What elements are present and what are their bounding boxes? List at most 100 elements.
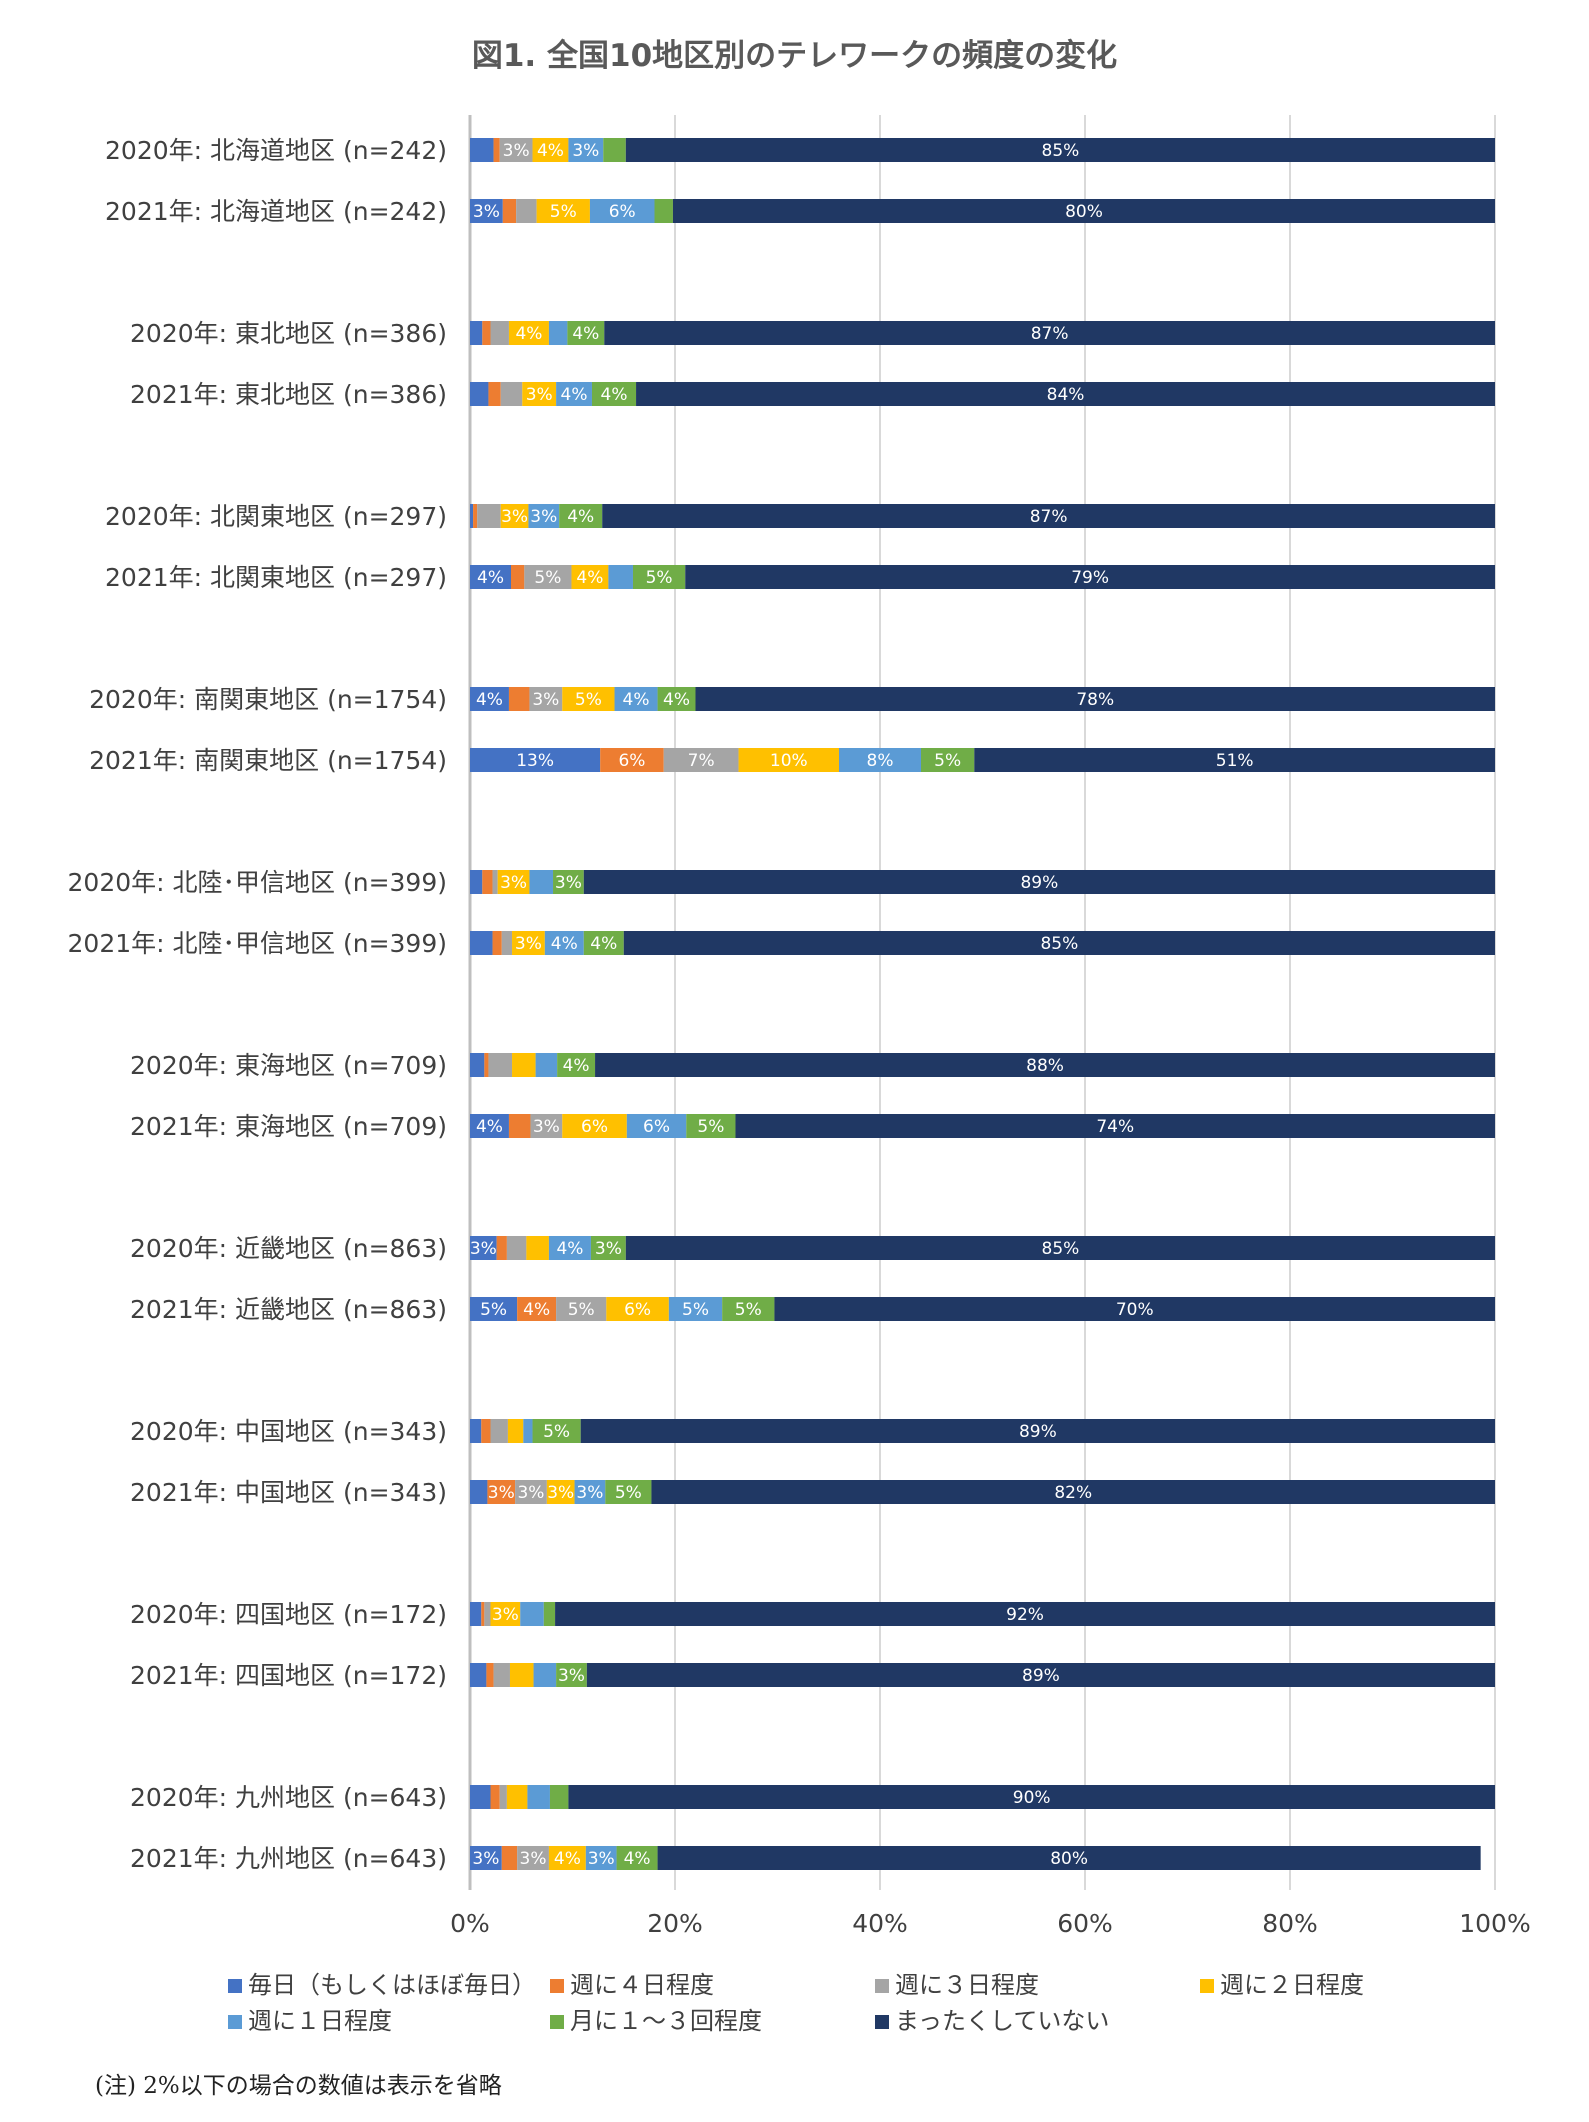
bar-segment [517,1297,557,1321]
data-label: 6% [643,1117,670,1137]
data-label: 87% [1030,507,1068,527]
bar-segment [500,382,523,406]
bar-segment [548,321,568,345]
bar-segment [580,1419,1495,1443]
bar-segment [651,1480,1495,1504]
bar-segment [482,321,491,345]
x-tick-label: 80% [1262,1909,1318,1938]
x-tick-label: 100% [1459,1909,1530,1938]
bar-segment [490,1602,521,1626]
bar-segment [470,1053,485,1077]
bar-segment [602,504,1495,528]
bar-segment [555,1602,1495,1626]
data-label: 85% [1042,141,1080,161]
legend-label: 月に１～３回程度 [570,2007,762,2035]
bar-segment [562,1114,627,1138]
data-label: 4% [567,507,594,527]
data-label: 5% [735,1300,762,1320]
bar-segment [595,1053,1495,1077]
bar-segment [626,1114,687,1138]
data-label: 3% [588,1849,615,1869]
bar-segment [487,1480,516,1504]
data-label: 6% [618,751,645,771]
bar-segment [663,748,739,772]
legend-label: まったくしていない [895,2007,1109,2035]
bar-segment [567,321,605,345]
bar-segment [544,931,584,955]
bar-segment [548,1846,586,1870]
bar-segment [515,1480,547,1504]
data-label: 6% [581,1117,608,1137]
category-label: 2021年: 東海地区 (n=709) [130,1112,447,1141]
data-label: 6% [609,202,636,222]
category-label: 2021年: 近畿地区 (n=863) [130,1295,447,1324]
data-label: 3% [595,1239,622,1259]
bar-segment [470,931,493,955]
data-label: 4% [523,1300,550,1320]
data-label: 5% [934,751,961,771]
bar-segment [623,931,1495,955]
category-label: 2021年: 東北地区 (n=386) [130,380,447,409]
legend-swatch [228,1979,242,1993]
data-label: 13% [516,751,554,771]
legend-swatch [550,2015,564,2029]
bar-segment [600,748,664,772]
bar-segment [488,382,501,406]
bar-segment [506,1785,528,1809]
data-label: 5% [534,568,561,588]
data-label: 3% [526,385,553,405]
bar-segment [606,1297,669,1321]
bar-segment [470,1114,509,1138]
bar-segment [536,199,590,223]
bar-segment [477,504,501,528]
legend-label: 週に１日程度 [248,2007,392,2035]
data-label: 82% [1054,1483,1092,1503]
bar-segment [470,1602,482,1626]
bar-segment [473,504,478,528]
bar-segment [604,321,1495,345]
bar-segment [508,1114,531,1138]
bar-segment [490,1785,500,1809]
bar-segment [470,1297,518,1321]
data-label: 5% [682,1300,709,1320]
data-label: 3% [572,141,599,161]
bar-segment [625,1236,1495,1260]
bar-segment [470,1419,482,1443]
data-label: 85% [1040,934,1078,954]
bar-segment [470,504,474,528]
bar-segment [470,687,509,711]
bar-segment [668,1297,723,1321]
bar-segment [484,1053,489,1077]
bar-segment [470,199,503,223]
data-label: 4% [476,1117,503,1137]
bar-segment [507,1419,524,1443]
bar-segment [484,1602,491,1626]
data-label: 5% [550,202,577,222]
data-label: 4% [563,1056,590,1076]
bar-segment [695,687,1495,711]
bar-segment [512,931,545,955]
data-label: 74% [1096,1117,1134,1137]
bar-segment [524,565,572,589]
bar-segment [470,1785,491,1809]
data-label: 4% [576,568,603,588]
bar-segment [500,504,529,528]
bar-segment [921,748,975,772]
bar-segment [636,382,1495,406]
bar-segment [526,1236,549,1260]
bar-segment [511,565,525,589]
category-labels: 2020年: 北海道地区 (n=242) 2021年: 北海道地区 (n=242)… [68,136,447,1873]
bar-segment [488,1053,513,1077]
legend-label: 週に２日程度 [1220,1971,1364,1999]
bar-segment [568,138,604,162]
bar-segment [556,382,592,406]
bar-segment [974,748,1495,772]
x-tick-label: 20% [647,1909,703,1938]
data-label: 5% [480,1300,507,1320]
bar-segment [548,1236,591,1260]
bar-segment [508,321,549,345]
chart-note: (注) 2%以下の場合の数値は表示を省略 [95,2073,502,2099]
bar-segment [735,1114,1495,1138]
